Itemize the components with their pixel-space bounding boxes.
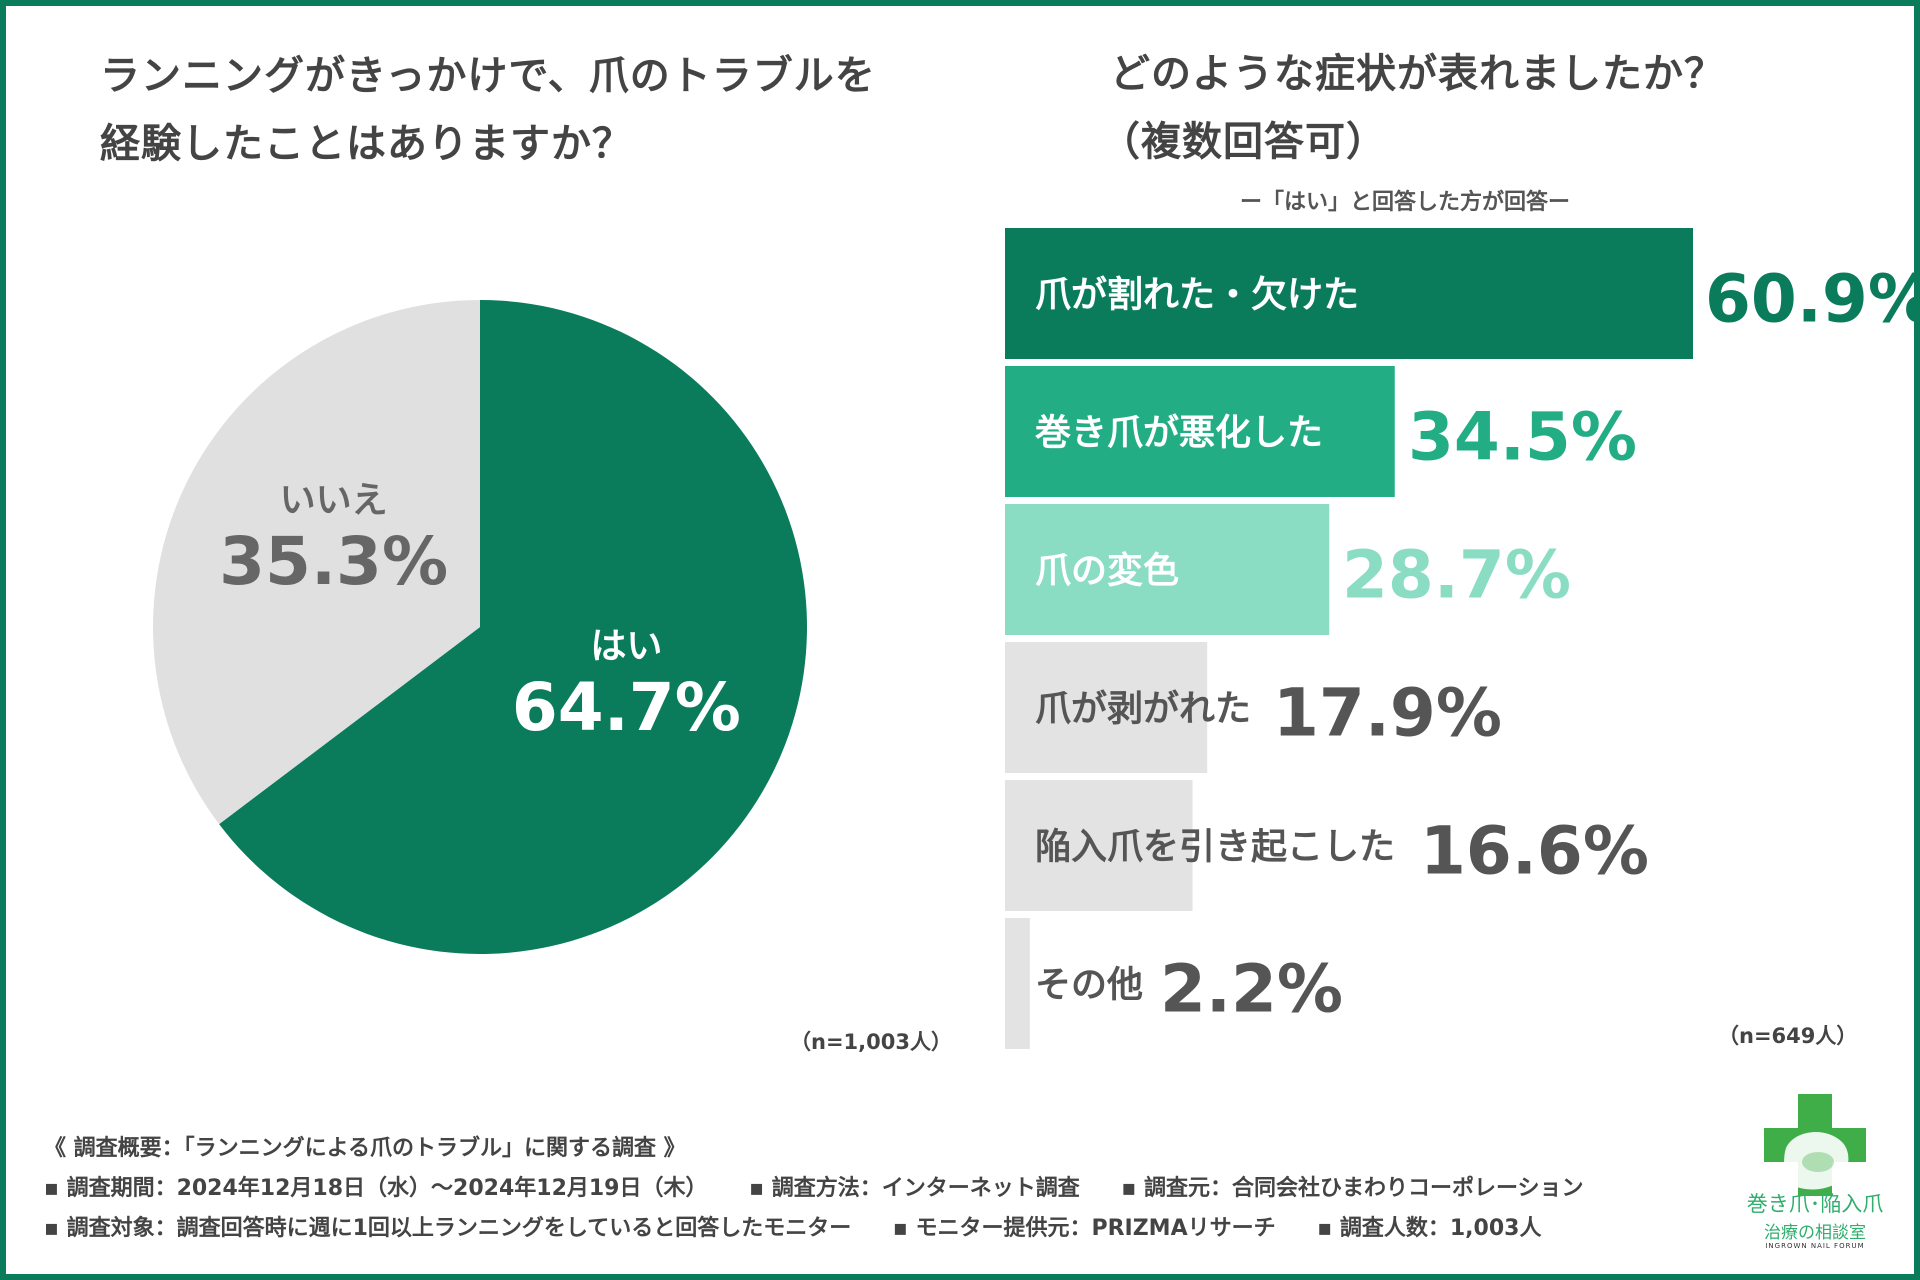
logo-text-line1: 巻き爪･陥入爪	[1746, 1192, 1884, 1216]
clinic-logo-icon	[1764, 1094, 1866, 1196]
survey-summary-title: 《 調査概要：「ランニングによる爪のトラブル」に関する調査 》	[44, 1136, 686, 1161]
bar-sample-size: （n=649人）	[1718, 1024, 1858, 1048]
bar-value-label-5: 2.2%	[1160, 951, 1343, 1028]
logo-text-line2: 治療の相談室	[1764, 1223, 1866, 1243]
survey-period: ▪ 調査期間：2024年12月18日（水）〜2024年12月19日（木）	[44, 1176, 708, 1201]
pie-slice-label-0: はい	[590, 626, 662, 667]
survey-summary-row2: ▪ 調査対象：調査回答時に週に1回以上ランニングをしていると回答したモニター ▪…	[44, 1210, 1575, 1242]
bar-2	[1005, 504, 1330, 635]
pie-slice-0	[219, 300, 808, 954]
bar-value-label-3: 17.9%	[1273, 675, 1502, 752]
pie-slice-value-0: 64.7%	[512, 669, 741, 746]
bar-title-line1: どのような症状が表れましたか？	[1110, 51, 1725, 97]
survey-provider: ▪ モニター提供元：PRIZMAリサーチ	[892, 1216, 1276, 1241]
bar-chart-subtitle: ー「はい」と回答した方が回答ー	[1240, 190, 1571, 215]
survey-source: ▪ 調査元：合同会社ひまわりコーポレーション	[1121, 1176, 1584, 1201]
bar-value-label-4: 16.6%	[1420, 813, 1649, 890]
bar-category-label-1: 巻き爪が悪化した	[1035, 413, 1323, 454]
pie-title-line2: 経験したことはありますか？	[100, 121, 633, 167]
pie-slice-1	[153, 300, 480, 825]
bar-category-label-2: 爪の変色	[1035, 550, 1179, 592]
pie-chart-title: ランニングがきっかけで、爪のトラブルを 経験したことはありますか？	[100, 42, 1000, 178]
bar-value-label-0: 60.9%	[1705, 261, 1920, 338]
bar-category-label-0: 爪が割れた・欠けた	[1035, 274, 1359, 316]
bar-5	[1005, 918, 1030, 1049]
bar-category-label-5: その他	[1035, 965, 1143, 1006]
pie-slice-value-1: 35.3%	[219, 523, 448, 600]
bar-value-label-2: 28.7%	[1342, 537, 1571, 614]
survey-summary-row1: ▪ 調査期間：2024年12月18日（水）〜2024年12月19日（木） ▪ 調…	[44, 1170, 1618, 1202]
bar-category-label-4: 陥入爪を引き起こした	[1035, 827, 1395, 868]
logo-text-line3: INGROWN NAIL FORUM	[1765, 1242, 1865, 1250]
survey-count: ▪ 調査人数：1,003人	[1317, 1216, 1542, 1241]
bar-title-line2: （複数回答可）	[1100, 119, 1387, 165]
pie-sample-size: （n=1,003人）	[790, 1030, 952, 1054]
survey-method: ▪ 調査方法：インターネット調査	[749, 1176, 1080, 1201]
bar-chart-title: どのような症状が表れましたか？ （複数回答可）	[1100, 40, 1880, 176]
bar-value-label-1: 34.5%	[1408, 399, 1637, 476]
bar-category-label-3: 爪が剥がれた	[1035, 689, 1251, 730]
pie-slice-label-1: いいえ	[280, 480, 388, 521]
bar-3	[1005, 642, 1208, 773]
survey-target: ▪ 調査対象：調査回答時に週に1回以上ランニングをしていると回答したモニター	[44, 1216, 852, 1241]
bar-4	[1005, 780, 1193, 911]
bar-0	[1005, 228, 1693, 359]
bar-1	[1005, 366, 1395, 497]
pie-title-line1: ランニングがきっかけで、爪のトラブルを	[100, 53, 876, 99]
